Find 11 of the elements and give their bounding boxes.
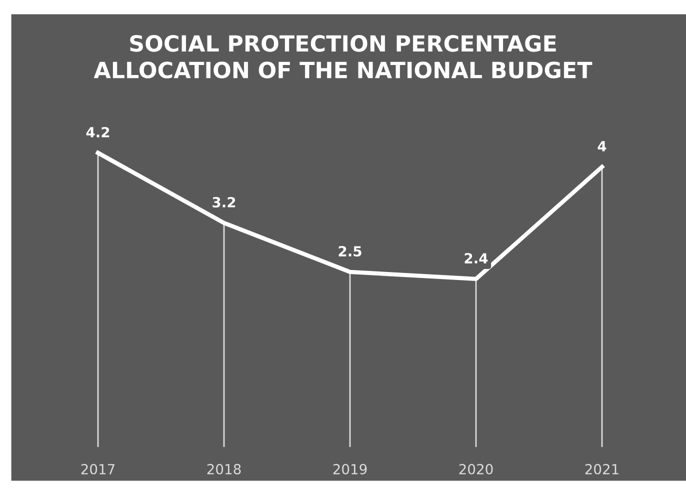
- chart-title: SOCIAL PROTECTION PERCENTAGE ALLOCATION OF THE NATIONAL BUDGET: [94, 35, 592, 78]
- data-label: 3.2: [212, 196, 236, 208]
- data-label: 2.4: [464, 253, 488, 264]
- data-label: 2.5: [338, 246, 362, 257]
- x-tick-label: 2021: [585, 464, 618, 474]
- x-tick-label: 2017: [81, 464, 114, 474]
- x-tick-label: 2018: [207, 464, 241, 474]
- data-label: 4.2: [86, 126, 110, 138]
- x-tick-label: 2019: [333, 464, 367, 474]
- data-label: 4: [598, 141, 606, 152]
- x-tick-label: 2020: [459, 464, 493, 474]
